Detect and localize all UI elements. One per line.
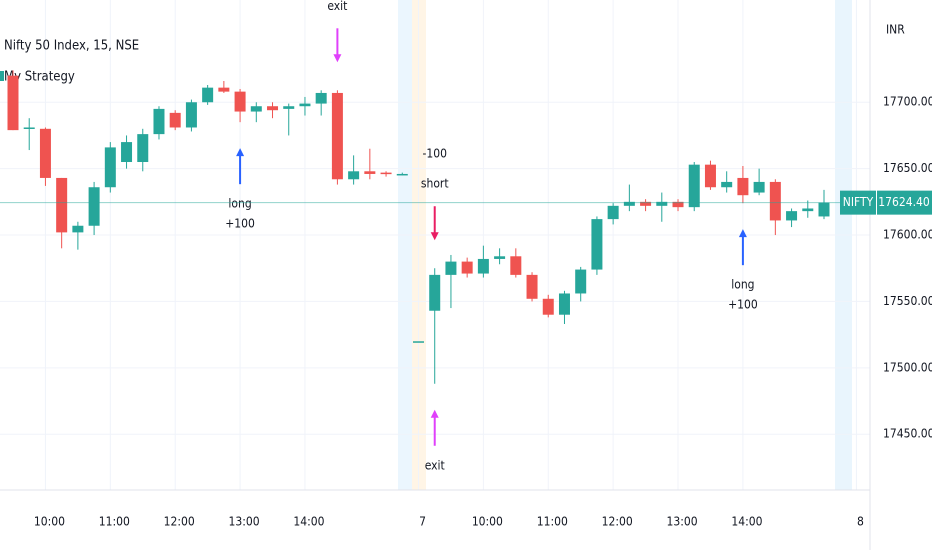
- candle-body: [477, 258, 489, 274]
- candle-body: [672, 201, 684, 208]
- x-tick-label: 13:00: [666, 515, 697, 529]
- x-tick-label: 12:00: [602, 515, 633, 529]
- signal-arrowhead: [333, 54, 342, 63]
- candle-body: [510, 256, 522, 275]
- last-price-label: 17624.40: [878, 195, 930, 209]
- candle-body: [445, 261, 457, 275]
- x-tick-label: 7: [419, 515, 426, 529]
- candle-body: [494, 256, 506, 259]
- session-break: [835, 0, 852, 490]
- last-price-name-box: [840, 190, 876, 215]
- candle-body: [283, 106, 295, 109]
- candle-body: [542, 298, 554, 315]
- y-tick-label: 17450.00: [883, 427, 932, 441]
- candle-body: [315, 92, 327, 104]
- y-tick-label: 17650.00: [883, 161, 932, 175]
- signal-label: exit: [425, 458, 445, 472]
- last-price-name: NIFTY: [843, 195, 874, 209]
- candle-body: [575, 269, 587, 294]
- x-tick-label: 12:00: [164, 515, 195, 529]
- x-tick-label: 11:00: [537, 515, 568, 529]
- signal-arrowhead: [236, 148, 245, 157]
- x-tick-label: 8: [857, 515, 864, 529]
- candle-body: [364, 171, 376, 174]
- y-axis-label: INR: [886, 23, 905, 37]
- signal-arrowhead: [430, 232, 439, 241]
- candle-body: [267, 106, 279, 111]
- x-tick-label: 10:00: [472, 515, 503, 529]
- candle-body: [640, 201, 652, 206]
- signal-label: exit: [327, 0, 347, 13]
- x-tick-label: 10:00: [34, 515, 65, 529]
- chart-title: Nifty 50 Index, 15, NSE: [4, 39, 139, 54]
- candle-body: [737, 177, 749, 196]
- candle-body: [56, 177, 68, 233]
- candle-body: [23, 127, 35, 129]
- candle-body: [7, 75, 19, 131]
- y-tick-label: 17500.00: [883, 360, 932, 374]
- candle-body: [623, 201, 635, 206]
- candle-body: [169, 112, 181, 128]
- candle-body: [39, 128, 51, 178]
- candle-body: [137, 134, 149, 163]
- candle-body: [753, 181, 765, 193]
- candle-body: [88, 187, 100, 226]
- legend-entry: My Strategy: [4, 70, 75, 85]
- candle-body: [526, 274, 538, 299]
- candle-body: [331, 92, 343, 180]
- candle-body: [250, 106, 262, 112]
- signal-label: -100: [422, 147, 447, 161]
- candle-body: [380, 172, 392, 175]
- candle-body: [202, 87, 214, 103]
- y-tick-label: 17550.00: [883, 294, 932, 308]
- candle-body: [153, 108, 165, 135]
- signal-label: +100: [728, 298, 758, 312]
- candle-body: [786, 211, 798, 221]
- signal-arrowhead: [430, 409, 439, 418]
- candle-body: [218, 87, 230, 92]
- candle-body: [185, 102, 197, 128]
- candle-body: [121, 142, 133, 163]
- candle-body: [607, 205, 619, 220]
- candle-body: [299, 103, 311, 107]
- candle-body: [721, 181, 733, 188]
- x-tick-label: 14:00: [293, 515, 324, 529]
- last-price-box: [877, 190, 932, 215]
- y-tick-label: 17700.00: [883, 95, 932, 109]
- signal-label: short: [421, 177, 449, 191]
- candle-body: [461, 261, 473, 274]
- candle-body: [591, 219, 603, 270]
- candle-body: [818, 202, 830, 217]
- legend-swatch: [0, 71, 4, 81]
- x-tick-label: 13:00: [229, 515, 260, 529]
- candle-body: [688, 164, 700, 208]
- x-tick-label: 14:00: [731, 515, 762, 529]
- candle-body: [558, 293, 570, 315]
- session-break: [398, 0, 412, 490]
- y-tick-label: 17600.00: [883, 228, 932, 242]
- candle-body: [104, 147, 116, 188]
- candle-body: [656, 201, 668, 206]
- candle-body: [72, 225, 84, 233]
- signal-label: long: [228, 197, 251, 211]
- candle-body: [234, 91, 246, 112]
- signal-label: long: [731, 278, 754, 292]
- signal-label: +100: [225, 217, 255, 231]
- candle-body: [429, 274, 441, 311]
- signal-arrowhead: [738, 229, 747, 238]
- candle-body: [413, 341, 424, 343]
- x-tick-label: 11:00: [99, 515, 130, 529]
- candle-body: [348, 171, 360, 180]
- candle-body: [769, 181, 781, 221]
- candle-body: [704, 164, 716, 188]
- candle-body: [396, 173, 408, 176]
- candle-body: [802, 208, 814, 212]
